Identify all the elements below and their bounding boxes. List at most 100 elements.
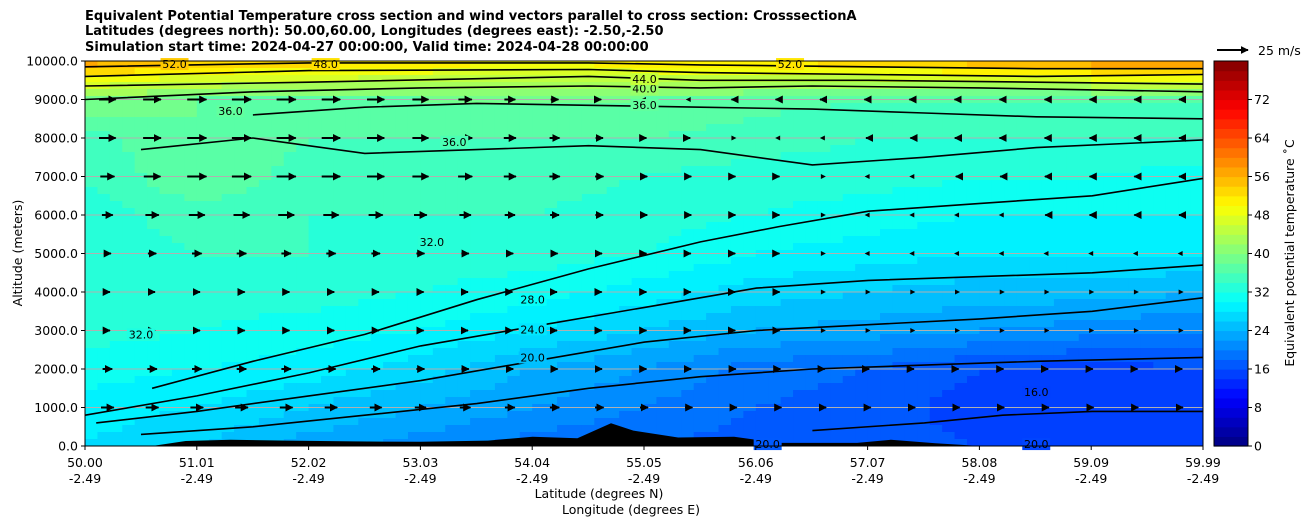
field-cell	[370, 320, 384, 328]
field-cell	[892, 152, 906, 160]
field-cell	[991, 376, 1005, 384]
field-cell	[109, 243, 123, 251]
field-cell	[743, 348, 757, 356]
field-cell	[1178, 376, 1192, 384]
field-cell	[184, 348, 198, 356]
field-cell	[1128, 418, 1142, 426]
field-cell	[942, 355, 956, 363]
field-cell	[1078, 334, 1092, 342]
field-cell	[1016, 362, 1030, 370]
field-cell	[97, 439, 111, 446]
field-cell	[345, 145, 359, 153]
field-cell	[333, 82, 347, 90]
field-cell	[942, 243, 956, 251]
field-cell	[1103, 348, 1117, 356]
field-cell	[420, 229, 434, 237]
field-cell	[519, 313, 533, 321]
field-cell	[842, 292, 856, 300]
field-cell	[345, 229, 359, 237]
field-cell	[594, 222, 608, 230]
field-cell	[594, 341, 608, 349]
field-cell	[470, 201, 484, 209]
field-cell	[432, 341, 446, 349]
field-cell	[221, 124, 235, 132]
field-cell	[730, 117, 744, 125]
field-cell	[1153, 82, 1167, 90]
field-cell	[668, 166, 682, 174]
field-cell	[507, 215, 521, 223]
field-cell	[830, 180, 844, 188]
field-cell	[432, 264, 446, 272]
field-cell	[793, 292, 807, 300]
field-cell	[755, 278, 769, 286]
field-cell	[1190, 68, 1203, 76]
field-cell	[395, 411, 409, 419]
field-cell	[519, 187, 533, 195]
field-cell	[122, 383, 136, 391]
field-cell	[519, 222, 533, 230]
field-cell	[234, 145, 248, 153]
field-cell	[283, 194, 297, 202]
field-cell	[1016, 110, 1030, 118]
field-cell	[345, 320, 359, 328]
field-cell	[395, 355, 409, 363]
field-cell	[668, 306, 682, 314]
field-cell	[209, 376, 223, 384]
field-cell	[358, 117, 372, 125]
field-cell	[370, 215, 384, 223]
field-cell	[830, 432, 844, 440]
field-cell	[532, 215, 546, 223]
field-cell	[557, 432, 571, 440]
field-cell	[1165, 117, 1179, 125]
field-cell	[85, 117, 99, 125]
field-cell	[1091, 355, 1105, 363]
field-cell	[644, 152, 658, 160]
field-cell	[755, 82, 769, 90]
field-cell	[681, 278, 695, 286]
field-cell	[644, 376, 658, 384]
field-cell	[358, 208, 372, 216]
field-cell	[345, 82, 359, 90]
field-cell	[159, 425, 173, 433]
field-cell	[1128, 61, 1142, 69]
field-cell	[296, 187, 310, 195]
field-cell	[991, 187, 1005, 195]
field-cell	[209, 418, 223, 426]
field-cell	[1165, 166, 1179, 174]
field-cell	[85, 236, 99, 244]
field-cell	[1091, 138, 1105, 146]
field-cell	[1004, 152, 1018, 160]
field-cell	[730, 68, 744, 76]
field-cell	[842, 117, 856, 125]
contour-line-32	[151, 177, 1203, 390]
field-cell	[519, 152, 533, 160]
field-cell	[544, 201, 558, 209]
field-cell	[296, 82, 310, 90]
field-cell	[954, 362, 968, 370]
field-cell	[842, 313, 856, 321]
field-cell	[966, 390, 980, 398]
field-cell	[1153, 243, 1167, 251]
field-cell	[482, 89, 496, 97]
field-cell	[606, 306, 620, 314]
field-cell	[1128, 285, 1142, 293]
field-cell	[619, 320, 633, 328]
field-cell	[147, 425, 161, 433]
field-cell	[730, 159, 744, 167]
field-cell	[171, 341, 185, 349]
field-cell	[954, 313, 968, 321]
field-cell	[109, 61, 123, 69]
field-cell	[929, 376, 943, 384]
field-cell	[644, 208, 658, 216]
field-cell	[420, 383, 434, 391]
field-cell	[569, 383, 583, 391]
field-cell	[246, 432, 260, 440]
field-cell	[1165, 432, 1179, 440]
field-cell	[942, 222, 956, 230]
field-cell	[333, 187, 347, 195]
field-cell	[557, 341, 571, 349]
field-cell	[706, 397, 720, 405]
field-cell	[420, 292, 434, 300]
field-cell	[768, 243, 782, 251]
field-cell	[507, 68, 521, 76]
